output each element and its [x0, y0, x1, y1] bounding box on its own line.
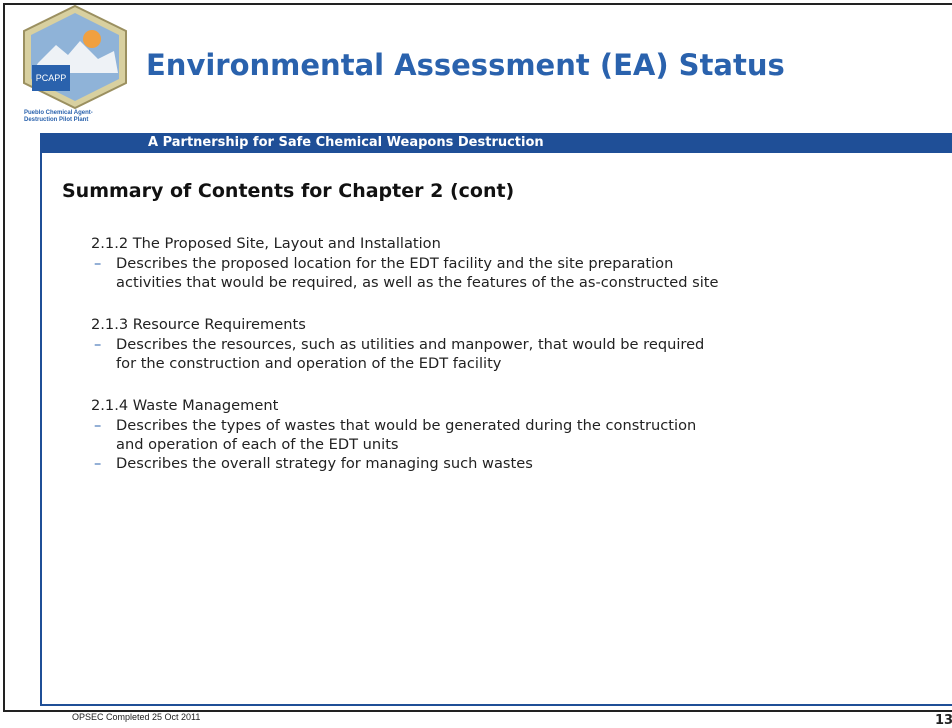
- bullet-dash: –: [94, 455, 102, 472]
- logo-caption: Pueblo Chemical Agent- Destruction Pilot…: [24, 110, 93, 124]
- section-title: 2.1.4 Waste Management: [91, 397, 279, 414]
- bullet-line: Describes the resources, such as utiliti…: [116, 336, 705, 353]
- bullet-dash: –: [94, 255, 102, 272]
- page-number: 13: [935, 713, 952, 728]
- bullet: – Describes the types of wastes that woul…: [91, 416, 719, 454]
- bullet-line: activities that would be required, as we…: [116, 274, 719, 291]
- section-heading: Summary of Contents for Chapter 2 (cont): [62, 180, 515, 202]
- left-rule: [40, 153, 42, 706]
- section-title: 2.1.3 Resource Requirements: [91, 316, 306, 333]
- logo-name: PCAPP: [36, 73, 67, 83]
- bullet-line: Describes the overall strategy for manag…: [116, 455, 533, 472]
- bullet: – Describes the resources, such as utilit…: [91, 335, 719, 373]
- bullet: – Describes the proposed location for the…: [91, 254, 719, 292]
- bullet-dash: –: [94, 336, 102, 353]
- tagline: A Partnership for Safe Chemical Weapons …: [148, 135, 544, 150]
- bullet: – Describes the overall strategy for mana…: [91, 454, 719, 473]
- section-title: 2.1.2 The Proposed Site, Layout and Inst…: [91, 235, 441, 252]
- bullet-line: and operation of each of the EDT units: [116, 436, 399, 453]
- bottom-rule: [40, 704, 952, 706]
- logo-caption-line: Destruction Pilot Plant: [24, 117, 89, 123]
- header-bar: [40, 133, 952, 153]
- logo: PCAPP: [23, 4, 127, 110]
- slide-title: Environmental Assessment (EA) Status: [146, 48, 785, 82]
- content: 2.1.2 The Proposed Site, Layout and Inst…: [91, 234, 719, 496]
- logo-caption-line: Pueblo Chemical Agent-: [24, 110, 93, 116]
- section: 2.1.2 The Proposed Site, Layout and Inst…: [91, 234, 719, 292]
- bullet-dash: –: [94, 417, 102, 434]
- bullet-line: Describes the types of wastes that would…: [116, 417, 697, 434]
- bullet-line: for the construction and operation of th…: [116, 355, 502, 372]
- section: 2.1.4 Waste Management – Describes the typ…: [91, 396, 719, 473]
- bullet-line: Describes the proposed location for the …: [116, 255, 674, 272]
- footer-note: OPSEC Completed 25 Oct 2011: [72, 712, 201, 722]
- section: 2.1.3 Resource Requirements – Describes th…: [91, 315, 719, 373]
- slide-frame: [3, 3, 952, 712]
